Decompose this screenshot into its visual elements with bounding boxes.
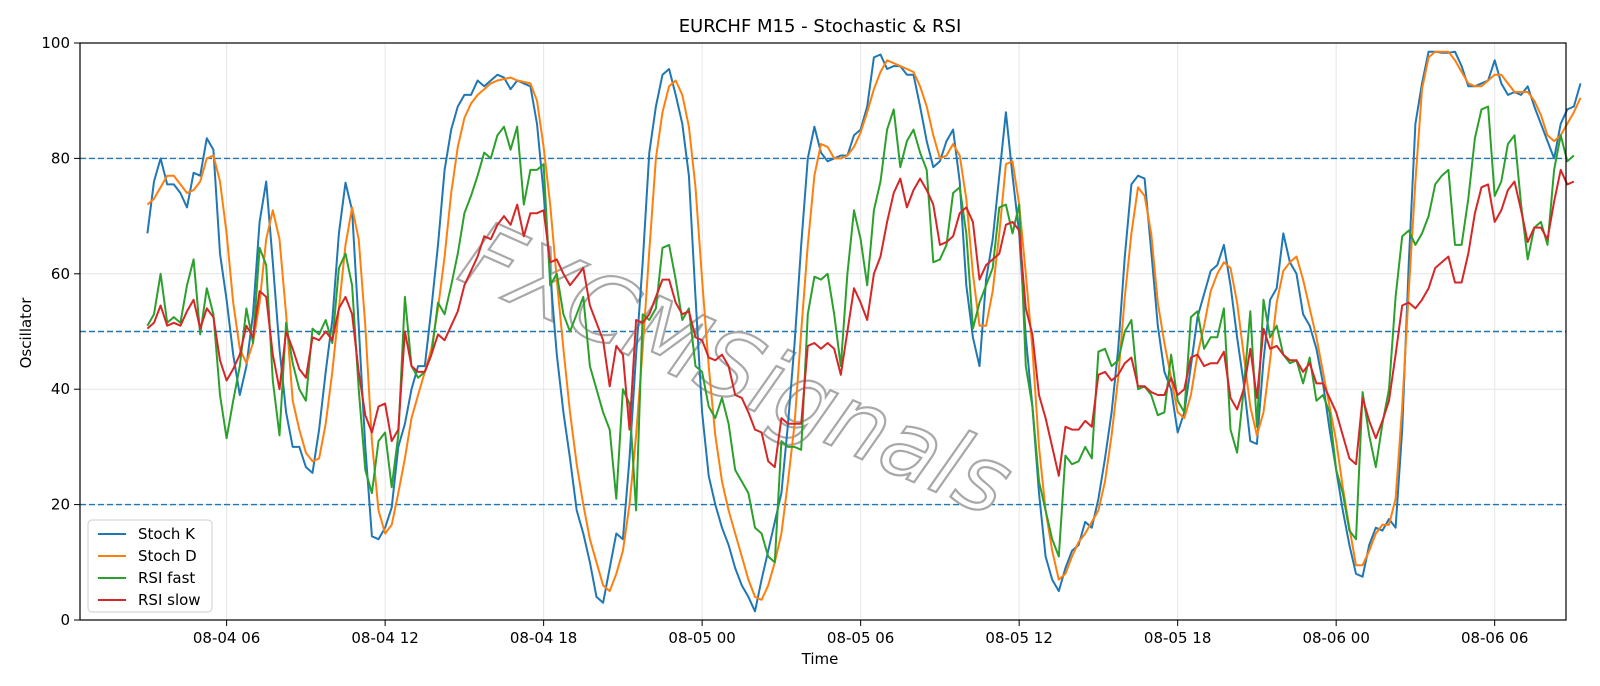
x-tick-label: 08-05 12	[985, 629, 1052, 647]
legend-label: RSI slow	[138, 591, 201, 609]
series-line-rsi-slow	[146, 168, 1575, 477]
x-tick-label: 08-04 06	[193, 629, 260, 647]
y-axis: 0 20 40 60 80 100	[41, 34, 80, 629]
y-tick-label: 0	[60, 611, 70, 629]
chart-title: EURCHF M15 - Stochastic & RSI	[679, 16, 962, 37]
legend-label: Stoch K	[138, 525, 196, 543]
plot-frame	[79, 42, 1567, 621]
series-line-rsi-fast	[146, 105, 1575, 564]
y-axis-label: Oscillator	[17, 297, 35, 369]
x-tick-label: 08-04 12	[351, 629, 418, 647]
x-tick-label: 08-04 18	[510, 629, 577, 647]
x-tick-label: 08-06 00	[1302, 629, 1369, 647]
y-tick-label: 100	[41, 34, 70, 52]
series	[146, 50, 1582, 613]
legend-label: RSI fast	[138, 569, 195, 587]
y-tick-label: 60	[51, 265, 70, 283]
legend: Stoch K Stoch D RSI fast RSI slow	[87, 519, 213, 613]
x-axis-label: Time	[801, 650, 839, 668]
x-tick-label: 08-05 18	[1144, 629, 1211, 647]
y-tick-label: 40	[51, 380, 70, 398]
series-line-stoch-k	[146, 50, 1582, 613]
y-tick-label: 20	[51, 496, 70, 514]
x-axis: 08-04 06 08-04 12 08-04 18 08-05 00 08-05 06…	[193, 620, 1528, 647]
reference-lines	[80, 157, 1566, 506]
x-tick-label: 08-05 06	[827, 629, 894, 647]
legend-box	[87, 519, 213, 613]
x-tick-label: 08-06 06	[1461, 629, 1528, 647]
x-tick-label: 08-05 00	[668, 629, 735, 647]
legend-label: Stoch D	[138, 547, 197, 565]
y-tick-label: 80	[51, 149, 70, 167]
